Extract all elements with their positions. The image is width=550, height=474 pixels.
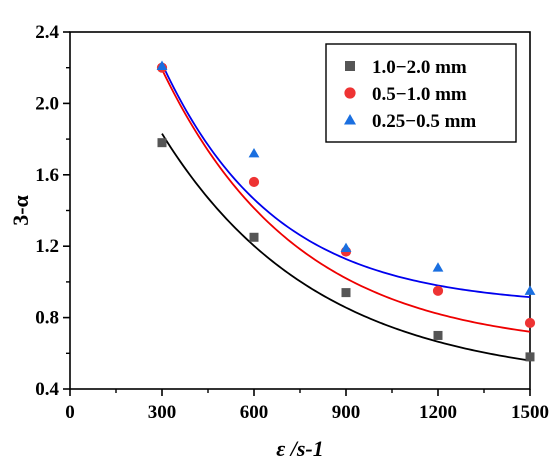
y-tick-label: 2.0 [35, 93, 59, 114]
data-points [156, 60, 536, 362]
data-point [248, 176, 260, 188]
data-point [525, 352, 535, 362]
data-point [157, 138, 167, 148]
legend-label: 0.5−1.0 mm [372, 84, 467, 105]
data-point [156, 60, 168, 70]
data-point [433, 330, 443, 340]
y-tick-label: 0.8 [35, 308, 59, 329]
y-tick-label: 2.4 [35, 22, 59, 43]
axes: 0 300 600 900 1200 1500 0.4 0.8 1.2 1.6 2.0 2.4 [35, 22, 549, 423]
data-point [524, 285, 536, 295]
x-tick-label: 0 [65, 402, 75, 423]
y-tick-label: 0.4 [35, 379, 59, 400]
x-tick-label: 1500 [511, 402, 549, 423]
fit-curve [161, 133, 531, 362]
fit-curve [161, 63, 531, 299]
data-point [249, 232, 259, 242]
data-point [248, 147, 260, 158]
legend: 1.0−2.0 mm 0.5−1.0 mm 0.25−0.5 mm [325, 43, 517, 143]
data-point [432, 285, 444, 296]
x-tick-label: 300 [148, 402, 177, 423]
legend-marker [345, 61, 355, 71]
x-tick-label: 900 [332, 402, 361, 423]
legend-marker [344, 87, 356, 99]
legend-label: 1.0−2.0 mm [372, 57, 467, 78]
legend-label: 0.25−0.5 mm [372, 111, 476, 132]
x-tick-label: 1200 [419, 402, 457, 423]
data-point [340, 242, 352, 253]
fit-curves [161, 63, 531, 362]
data-point [432, 262, 444, 272]
x-tick-label: 600 [240, 402, 269, 423]
y-tick-label: 1.2 [35, 236, 59, 257]
data-point [341, 288, 351, 298]
y-axis-title: 3-α [8, 194, 33, 225]
fit-curve [161, 68, 531, 333]
legend-box [325, 43, 517, 143]
data-point [524, 317, 536, 329]
legend-marker [344, 114, 356, 125]
y-tick-label: 1.6 [35, 165, 59, 186]
x-axis-title: ε /s-1 [276, 436, 324, 461]
